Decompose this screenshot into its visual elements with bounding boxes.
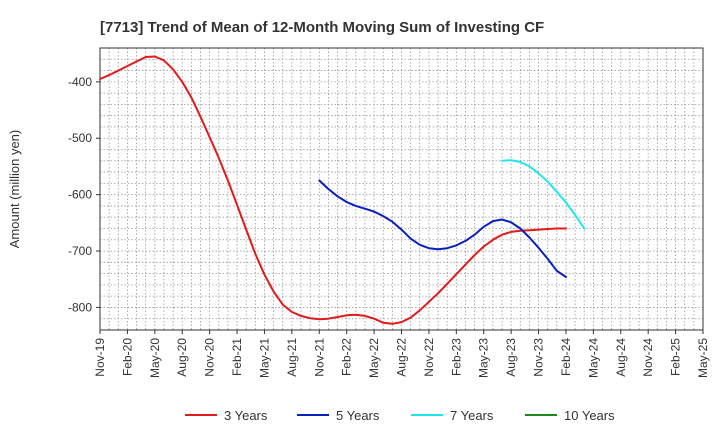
x-tick-label: Feb-21 <box>230 338 244 376</box>
x-tick-label: Aug-22 <box>395 338 409 377</box>
x-tick-label: May-20 <box>148 338 162 378</box>
x-tick-label: Nov-19 <box>93 338 107 377</box>
series-line-5-years <box>318 179 567 278</box>
legend-label: 10 Years <box>564 408 615 423</box>
legend-label: 7 Years <box>450 408 494 423</box>
x-tick-label: May-24 <box>586 338 600 378</box>
series-lines <box>99 55 586 325</box>
x-tick-label: May-21 <box>257 338 271 378</box>
y-axis-label: Amount (million yen) <box>7 130 22 249</box>
x-tick-label: Nov-21 <box>312 338 326 377</box>
x-tick-label: Feb-25 <box>669 338 683 376</box>
x-tick-label: May-25 <box>696 338 710 378</box>
x-axis-ticks: Nov-19 Feb-20 May-20 Aug-20 Nov-20 Feb-21 May-… <box>93 330 710 378</box>
x-tick-label: May-22 <box>367 338 381 378</box>
y-tick-label: -400 <box>68 75 92 89</box>
legend-label: 5 Years <box>336 408 380 423</box>
y-tick-label: -600 <box>68 188 92 202</box>
x-tick-label: Feb-22 <box>340 338 354 376</box>
x-tick-label: Nov-23 <box>532 338 546 377</box>
x-tick-label: Nov-20 <box>203 338 217 377</box>
x-tick-label: Nov-24 <box>641 338 655 377</box>
series-line-7-years <box>501 159 586 230</box>
y-axis-ticks: -800 -700 -600 -500 -400 <box>68 75 100 314</box>
grid-lines <box>100 48 703 330</box>
y-tick-label: -700 <box>68 244 92 258</box>
y-tick-label: -500 <box>68 131 92 145</box>
x-tick-label: Aug-21 <box>285 338 299 377</box>
x-tick-label: Feb-24 <box>559 338 573 376</box>
legend-label: 3 Years <box>224 408 268 423</box>
legend: 3 Years 5 Years 7 Years 10 Years <box>185 408 615 423</box>
series-line-3-years <box>99 55 567 325</box>
y-tick-label: -800 <box>68 300 92 314</box>
x-tick-label: Aug-23 <box>504 338 518 377</box>
x-tick-label: May-23 <box>477 338 491 378</box>
x-tick-label: Feb-20 <box>120 338 134 376</box>
x-tick-label: Aug-24 <box>614 338 628 377</box>
chart-title: [7713] Trend of Mean of 12-Month Moving … <box>100 19 544 36</box>
x-tick-label: Aug-20 <box>175 338 189 377</box>
x-tick-label: Feb-23 <box>449 338 463 376</box>
x-tick-label: Nov-22 <box>422 338 436 377</box>
